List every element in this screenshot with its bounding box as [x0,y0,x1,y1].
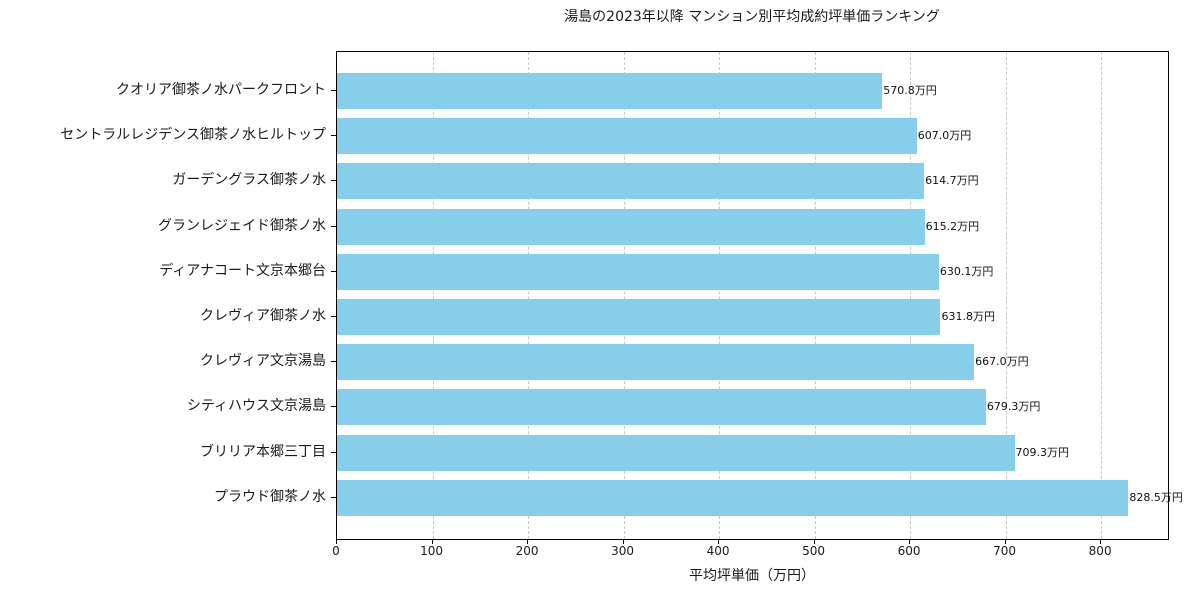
x-tick [622,539,624,544]
bar [337,299,941,335]
bar [337,208,925,245]
y-category-label: クオリア御茶ノ水パークフロント [116,82,326,98]
y-tick [331,496,336,498]
gridline [432,52,434,539]
chart-title: 湯島の2023年以降 マンション別平均成約坪単価ランキング [564,9,940,25]
y-tick [331,180,336,182]
bar [337,389,986,426]
x-tick [813,539,815,544]
x-tick [527,539,529,544]
y-category-label: ディアナコート文京本郷台 [159,262,326,279]
x-tick-label: 800 [1088,544,1112,558]
x-tick [336,539,337,544]
y-category-label: ガーデングラス御茶ノ水 [172,172,326,189]
bar-value-label: 630.1万円 [939,264,994,278]
y-tick [331,316,336,317]
y-category-label: クレヴィア文京湯島 [200,353,326,370]
gridline [1005,52,1007,539]
bar-value-label: 631.8万円 [941,310,995,323]
x-tick [431,539,433,544]
x-tick [718,539,720,544]
gridline [623,52,625,539]
x-tick [1100,539,1102,544]
bar [337,253,939,290]
y-tick [331,270,336,272]
y-tick [331,406,336,408]
bar-value-label: 679.3万円 [986,400,1041,414]
gridline [1101,52,1103,539]
y-category-label: プラウド御茶ノ水 [214,488,326,505]
y-category-label: ブリリア本郷三丁目 [200,443,326,460]
bar [337,118,917,155]
gridline [814,52,816,539]
y-tick [331,361,336,363]
gridline [528,52,530,539]
bar-value-label: 615.2万円 [925,219,980,233]
gridline [910,52,912,539]
y-category-label: シティハウス文京湯島 [186,398,326,415]
y-category-label: セントラルレジデンス御茶ノ水ヒルトップ [60,127,326,144]
bar-value-label: 570.8万円 [883,84,937,97]
bar-value-label: 607.0万円 [917,129,972,143]
bar [337,73,883,109]
bar [337,344,975,381]
bar [337,479,1129,516]
y-tick [331,451,336,453]
bar-value-label: 709.3万円 [1015,445,1070,459]
y-category-label: グランレジェイド御茶ノ水 [158,217,326,234]
x-tick-label: 200 [515,544,539,558]
x-tick [1004,539,1006,544]
y-tick [331,135,336,137]
gridline [719,52,721,539]
x-tick-label: 500 [802,544,826,558]
x-tick-label: 600 [897,544,921,558]
x-tick [909,539,911,544]
bar-value-label: 614.7万円 [925,174,979,188]
x-tick-label: 700 [993,544,1017,558]
y-tick [331,90,336,91]
x-axis-label: 平均坪単価（万円） [689,568,815,584]
x-tick-label: 0 [332,544,340,558]
x-tick-label: 300 [611,544,634,558]
bar [337,434,1015,471]
plot-area: 570.8万円 607.0万円 614.7万円 615.2万円 630.1万円 631.8… [336,51,1183,540]
y-tick [331,225,336,227]
x-tick-label: 400 [706,544,730,558]
y-category-label: クレヴィア御茶ノ水 [200,308,326,324]
x-tick-label: 100 [420,544,443,558]
bar-value-label: 828.5万円 [1129,490,1183,504]
bar-value-label: 667.0万円 [975,355,1029,369]
bar [337,163,925,200]
